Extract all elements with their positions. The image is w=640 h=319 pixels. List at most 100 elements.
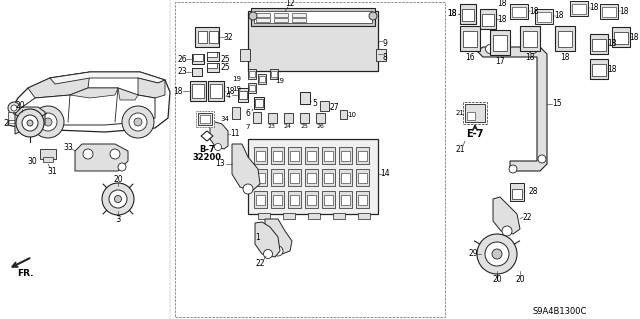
- Bar: [555, 26, 575, 51]
- Bar: [300, 92, 310, 104]
- Bar: [268, 113, 277, 123]
- Bar: [460, 4, 476, 24]
- Bar: [537, 12, 551, 22]
- Bar: [316, 113, 325, 123]
- Circle shape: [110, 149, 120, 159]
- Polygon shape: [265, 219, 292, 254]
- Bar: [462, 9, 474, 21]
- Bar: [290, 195, 299, 205]
- Bar: [592, 39, 606, 51]
- Bar: [523, 31, 537, 47]
- Bar: [358, 213, 370, 219]
- Circle shape: [129, 113, 147, 131]
- Text: 7: 7: [246, 124, 250, 130]
- Text: 18: 18: [525, 53, 535, 62]
- Text: 25: 25: [220, 63, 230, 72]
- Circle shape: [369, 12, 377, 20]
- Bar: [339, 147, 352, 164]
- Text: 4: 4: [225, 91, 230, 100]
- Text: E-7: E-7: [467, 129, 484, 139]
- Bar: [192, 84, 204, 98]
- Bar: [256, 13, 270, 17]
- Text: 9: 9: [383, 40, 387, 48]
- Bar: [198, 113, 212, 125]
- Text: 19: 19: [232, 86, 241, 92]
- Bar: [274, 18, 288, 22]
- Bar: [253, 112, 261, 123]
- Bar: [248, 139, 378, 214]
- Bar: [288, 169, 301, 186]
- Text: 18: 18: [529, 6, 539, 16]
- Bar: [341, 195, 350, 205]
- Polygon shape: [18, 88, 155, 125]
- Text: 20: 20: [492, 275, 502, 284]
- Bar: [8, 112, 20, 120]
- Bar: [248, 11, 378, 71]
- Bar: [249, 85, 255, 91]
- Bar: [602, 7, 616, 17]
- Text: 23: 23: [177, 68, 187, 77]
- Text: 18: 18: [173, 86, 183, 95]
- Polygon shape: [70, 88, 118, 98]
- Text: B-7: B-7: [199, 145, 215, 153]
- Bar: [292, 13, 306, 17]
- Polygon shape: [138, 78, 165, 98]
- Bar: [320, 101, 329, 111]
- Bar: [590, 34, 608, 54]
- Bar: [307, 151, 316, 161]
- Bar: [358, 151, 367, 161]
- Text: 22: 22: [522, 212, 532, 221]
- Bar: [307, 173, 316, 183]
- Bar: [258, 213, 270, 219]
- Bar: [307, 195, 316, 205]
- Text: 24: 24: [284, 124, 292, 130]
- Text: 16: 16: [465, 53, 475, 62]
- Polygon shape: [210, 122, 228, 149]
- Circle shape: [485, 242, 509, 266]
- Bar: [324, 173, 333, 183]
- Circle shape: [39, 113, 57, 131]
- Circle shape: [249, 12, 257, 20]
- Bar: [207, 63, 219, 72]
- Bar: [333, 213, 345, 219]
- Bar: [600, 4, 618, 19]
- Text: 21: 21: [455, 145, 465, 153]
- Text: 18: 18: [225, 86, 235, 95]
- Bar: [339, 191, 352, 208]
- Circle shape: [486, 44, 495, 54]
- Circle shape: [243, 184, 253, 194]
- Bar: [290, 151, 299, 161]
- Bar: [195, 27, 219, 47]
- Bar: [614, 32, 628, 44]
- Bar: [248, 69, 256, 79]
- Bar: [254, 147, 267, 164]
- Bar: [570, 1, 588, 16]
- Bar: [256, 151, 265, 161]
- Bar: [358, 195, 367, 205]
- Bar: [356, 191, 369, 208]
- Text: 20: 20: [515, 275, 525, 284]
- Text: 25: 25: [300, 124, 308, 130]
- Bar: [251, 8, 375, 26]
- Text: 18: 18: [554, 11, 564, 20]
- Bar: [198, 31, 207, 43]
- Text: 17: 17: [495, 56, 505, 65]
- Bar: [465, 104, 485, 122]
- Text: 18: 18: [447, 10, 457, 19]
- Circle shape: [115, 196, 122, 203]
- Circle shape: [18, 108, 26, 116]
- Bar: [358, 173, 367, 183]
- Bar: [256, 18, 270, 22]
- Text: 23: 23: [268, 124, 276, 130]
- Text: 31: 31: [47, 167, 57, 175]
- Bar: [271, 71, 277, 77]
- Bar: [270, 69, 278, 79]
- Bar: [463, 31, 477, 47]
- Bar: [510, 183, 524, 201]
- Bar: [520, 26, 540, 51]
- Bar: [271, 147, 284, 164]
- Text: FR.: FR.: [17, 270, 33, 278]
- Text: 18: 18: [620, 6, 628, 16]
- Bar: [308, 213, 320, 219]
- Circle shape: [11, 105, 17, 111]
